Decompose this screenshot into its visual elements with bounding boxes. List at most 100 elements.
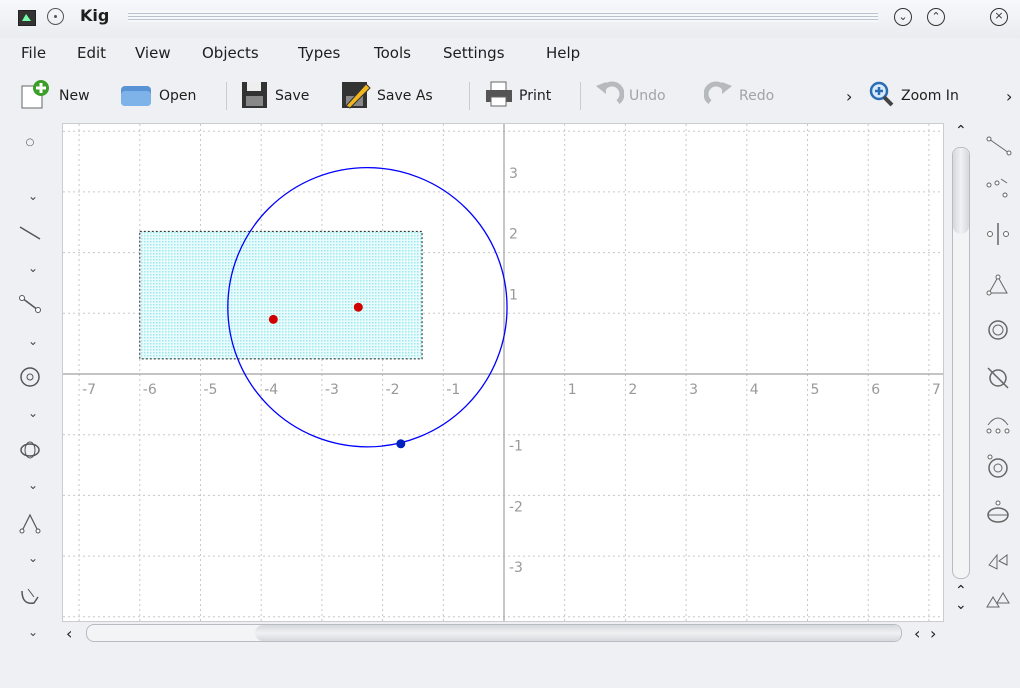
y-tick-label: -3: [509, 560, 523, 576]
x-tick-label: -7: [82, 382, 96, 398]
menu-edit[interactable]: Edit: [77, 44, 107, 62]
conic-tools-dropdown[interactable]: ⌄: [28, 478, 39, 492]
arc-tool-icon[interactable]: [983, 407, 1013, 437]
toolbar-separator: [580, 82, 581, 110]
angle-tool-icon[interactable]: [18, 511, 42, 535]
triangle-tool-icon[interactable]: [983, 269, 1013, 299]
left-tool-palette: ○ ⌄ ⌄ ⌄ ⌄ ⌄ ⌄ ⌄: [0, 123, 60, 653]
line-tools-dropdown[interactable]: ⌄: [28, 261, 39, 275]
vertical-scroll-track[interactable]: [952, 147, 970, 579]
new-document-icon: [18, 78, 54, 114]
angle-tools-dropdown[interactable]: ⌄: [28, 551, 39, 565]
toolbar-separator: [469, 82, 470, 110]
vertical-scroll-thumb[interactable]: [953, 148, 969, 234]
circle: [227, 166, 508, 448]
redo-label: Redo: [739, 88, 775, 104]
x-tick-label: 6: [871, 382, 880, 398]
menu-settings[interactable]: Settings: [443, 44, 505, 62]
undo-label: Undo: [629, 88, 666, 104]
x-tick-label: 2: [628, 382, 637, 398]
new-label: New: [59, 88, 90, 104]
save-label: Save: [275, 88, 310, 104]
intersection-tool-icon[interactable]: [983, 363, 1013, 393]
x-tick-label: -6: [143, 382, 157, 398]
horizontal-scrollbar[interactable]: ‹ ‹ ›: [62, 622, 950, 646]
horizontal-scroll-thumb[interactable]: [255, 625, 901, 641]
horizontal-scroll-track[interactable]: [86, 624, 902, 642]
close-button[interactable]: ×: [990, 8, 1008, 26]
transformation-tools-dropdown[interactable]: ⌄: [28, 625, 39, 639]
toolbar-overflow-button[interactable]: ›: [846, 86, 853, 106]
x-tick-label: 4: [750, 382, 759, 398]
reflection-tool-icon[interactable]: [983, 543, 1013, 573]
concentric-circle-tool-icon[interactable]: [983, 451, 1013, 481]
vector-tool-icon[interactable]: [983, 171, 1013, 201]
x-tick-label: -5: [204, 382, 218, 398]
conic-tool-icon[interactable]: [18, 438, 42, 462]
y-tick-label: 3: [509, 166, 518, 182]
y-tick-label: 2: [509, 227, 518, 243]
x-tick-label: 1: [568, 382, 577, 398]
new-button[interactable]: New: [18, 76, 90, 116]
x-tick-label: 3: [689, 382, 698, 398]
point-tool-icon[interactable]: ○: [25, 137, 35, 148]
x-tick-label: 5: [811, 382, 820, 398]
menu-objects[interactable]: Objects: [202, 44, 259, 62]
pin-icon[interactable]: [47, 8, 64, 25]
save-as-button[interactable]: Save As: [340, 76, 433, 116]
scroll-right-arrow-icon[interactable]: ›: [930, 624, 937, 643]
point: [268, 314, 278, 324]
menu-file[interactable]: File: [21, 44, 47, 62]
x-tick-label: -4: [264, 382, 278, 398]
scroll-left-small-arrow-icon[interactable]: ‹: [914, 624, 921, 643]
app-icon[interactable]: [18, 10, 36, 26]
save-as-label: Save As: [377, 88, 433, 104]
print-button[interactable]: Print: [484, 76, 551, 116]
y-tick-label: -1: [509, 439, 523, 455]
redo-icon: [703, 78, 734, 114]
ellipse-tool-icon[interactable]: [983, 497, 1013, 527]
toolbar-more-button[interactable]: ›: [1006, 86, 1013, 106]
menu-view[interactable]: View: [135, 44, 171, 62]
scroll-up-small-arrow-icon[interactable]: ⌃: [955, 583, 967, 599]
minimize-button[interactable]: ⌄: [894, 8, 912, 26]
main-toolbar: New Open Save Save As Print Undo: [0, 76, 1020, 120]
printer-icon: [484, 78, 514, 114]
spiral-tool-icon[interactable]: [983, 315, 1013, 345]
open-button[interactable]: Open: [118, 76, 196, 116]
segment-tools-dropdown[interactable]: ⌄: [28, 334, 39, 348]
undo-icon: [594, 78, 625, 114]
translation-tool-icon[interactable]: [983, 585, 1013, 615]
x-tick-label: 7: [932, 382, 941, 398]
scroll-up-arrow-icon[interactable]: ⌃: [955, 123, 967, 139]
perpendicular-tool-icon[interactable]: [983, 219, 1013, 249]
scroll-down-arrow-icon[interactable]: ⌄: [955, 597, 967, 613]
window-title: Kig: [80, 6, 110, 25]
save-icon: [240, 78, 270, 114]
print-label: Print: [519, 88, 552, 104]
vertical-scrollbar[interactable]: ⌃ ⌃ ⌄: [947, 123, 973, 623]
line-tool-icon[interactable]: [18, 221, 42, 245]
menu-tools[interactable]: Tools: [374, 44, 411, 62]
scroll-left-arrow-icon[interactable]: ‹: [66, 624, 73, 643]
point-tools-dropdown[interactable]: ⌄: [28, 189, 39, 203]
right-tool-palette: [975, 123, 1020, 623]
maximize-button[interactable]: ⌃: [927, 8, 945, 26]
undo-button[interactable]: Undo: [594, 76, 666, 116]
x-tick-label: -1: [446, 382, 460, 398]
circle-tools-dropdown[interactable]: ⌄: [28, 406, 39, 420]
redo-button[interactable]: Redo: [703, 76, 775, 116]
menu-help[interactable]: Help: [546, 44, 581, 62]
segment-tool-icon[interactable]: [18, 292, 42, 316]
zoom-in-button[interactable]: Zoom In: [866, 76, 959, 116]
y-tick-label: 1: [509, 287, 518, 303]
circle-tool-icon[interactable]: [18, 365, 42, 389]
transformation-tool-icon[interactable]: [18, 585, 42, 609]
title-decoration: [128, 11, 878, 22]
folder-open-icon: [118, 78, 154, 114]
menu-types[interactable]: Types: [298, 44, 341, 62]
ray-tool-icon[interactable]: [983, 129, 1013, 159]
save-button[interactable]: Save: [240, 76, 309, 116]
